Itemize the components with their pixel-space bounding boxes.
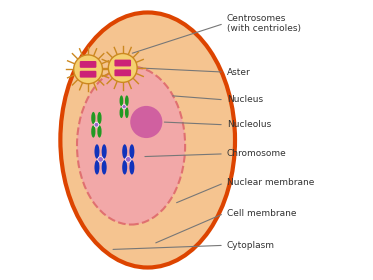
Ellipse shape: [125, 95, 129, 106]
Ellipse shape: [91, 125, 95, 137]
Ellipse shape: [120, 95, 123, 106]
Ellipse shape: [97, 125, 101, 137]
Circle shape: [122, 105, 126, 109]
Text: Aster: Aster: [227, 67, 250, 77]
FancyBboxPatch shape: [80, 71, 96, 78]
Ellipse shape: [94, 144, 100, 159]
Ellipse shape: [129, 144, 134, 159]
FancyBboxPatch shape: [115, 69, 131, 76]
Text: Cytoplasm: Cytoplasm: [227, 241, 275, 250]
Ellipse shape: [122, 160, 127, 174]
Text: Nucleus: Nucleus: [227, 95, 263, 104]
Ellipse shape: [129, 160, 134, 174]
Circle shape: [98, 157, 103, 162]
Ellipse shape: [91, 112, 95, 124]
Text: Centrosomes
(with centrioles): Centrosomes (with centrioles): [227, 14, 301, 33]
Circle shape: [94, 122, 99, 127]
Circle shape: [125, 157, 131, 162]
Ellipse shape: [102, 160, 107, 174]
Text: Cell membrane: Cell membrane: [227, 209, 296, 218]
FancyBboxPatch shape: [115, 60, 131, 66]
Ellipse shape: [102, 144, 107, 159]
Circle shape: [130, 106, 162, 138]
Ellipse shape: [120, 107, 123, 118]
FancyBboxPatch shape: [80, 61, 96, 68]
Ellipse shape: [125, 107, 129, 118]
Text: Nuclear membrane: Nuclear membrane: [227, 178, 314, 188]
Circle shape: [108, 53, 137, 82]
Ellipse shape: [60, 13, 235, 267]
Ellipse shape: [94, 160, 100, 174]
Text: Nucleolus: Nucleolus: [227, 120, 271, 129]
Circle shape: [74, 55, 103, 84]
Ellipse shape: [77, 67, 185, 225]
Text: Chromosome: Chromosome: [227, 149, 286, 158]
Ellipse shape: [122, 144, 127, 159]
Ellipse shape: [97, 112, 101, 124]
